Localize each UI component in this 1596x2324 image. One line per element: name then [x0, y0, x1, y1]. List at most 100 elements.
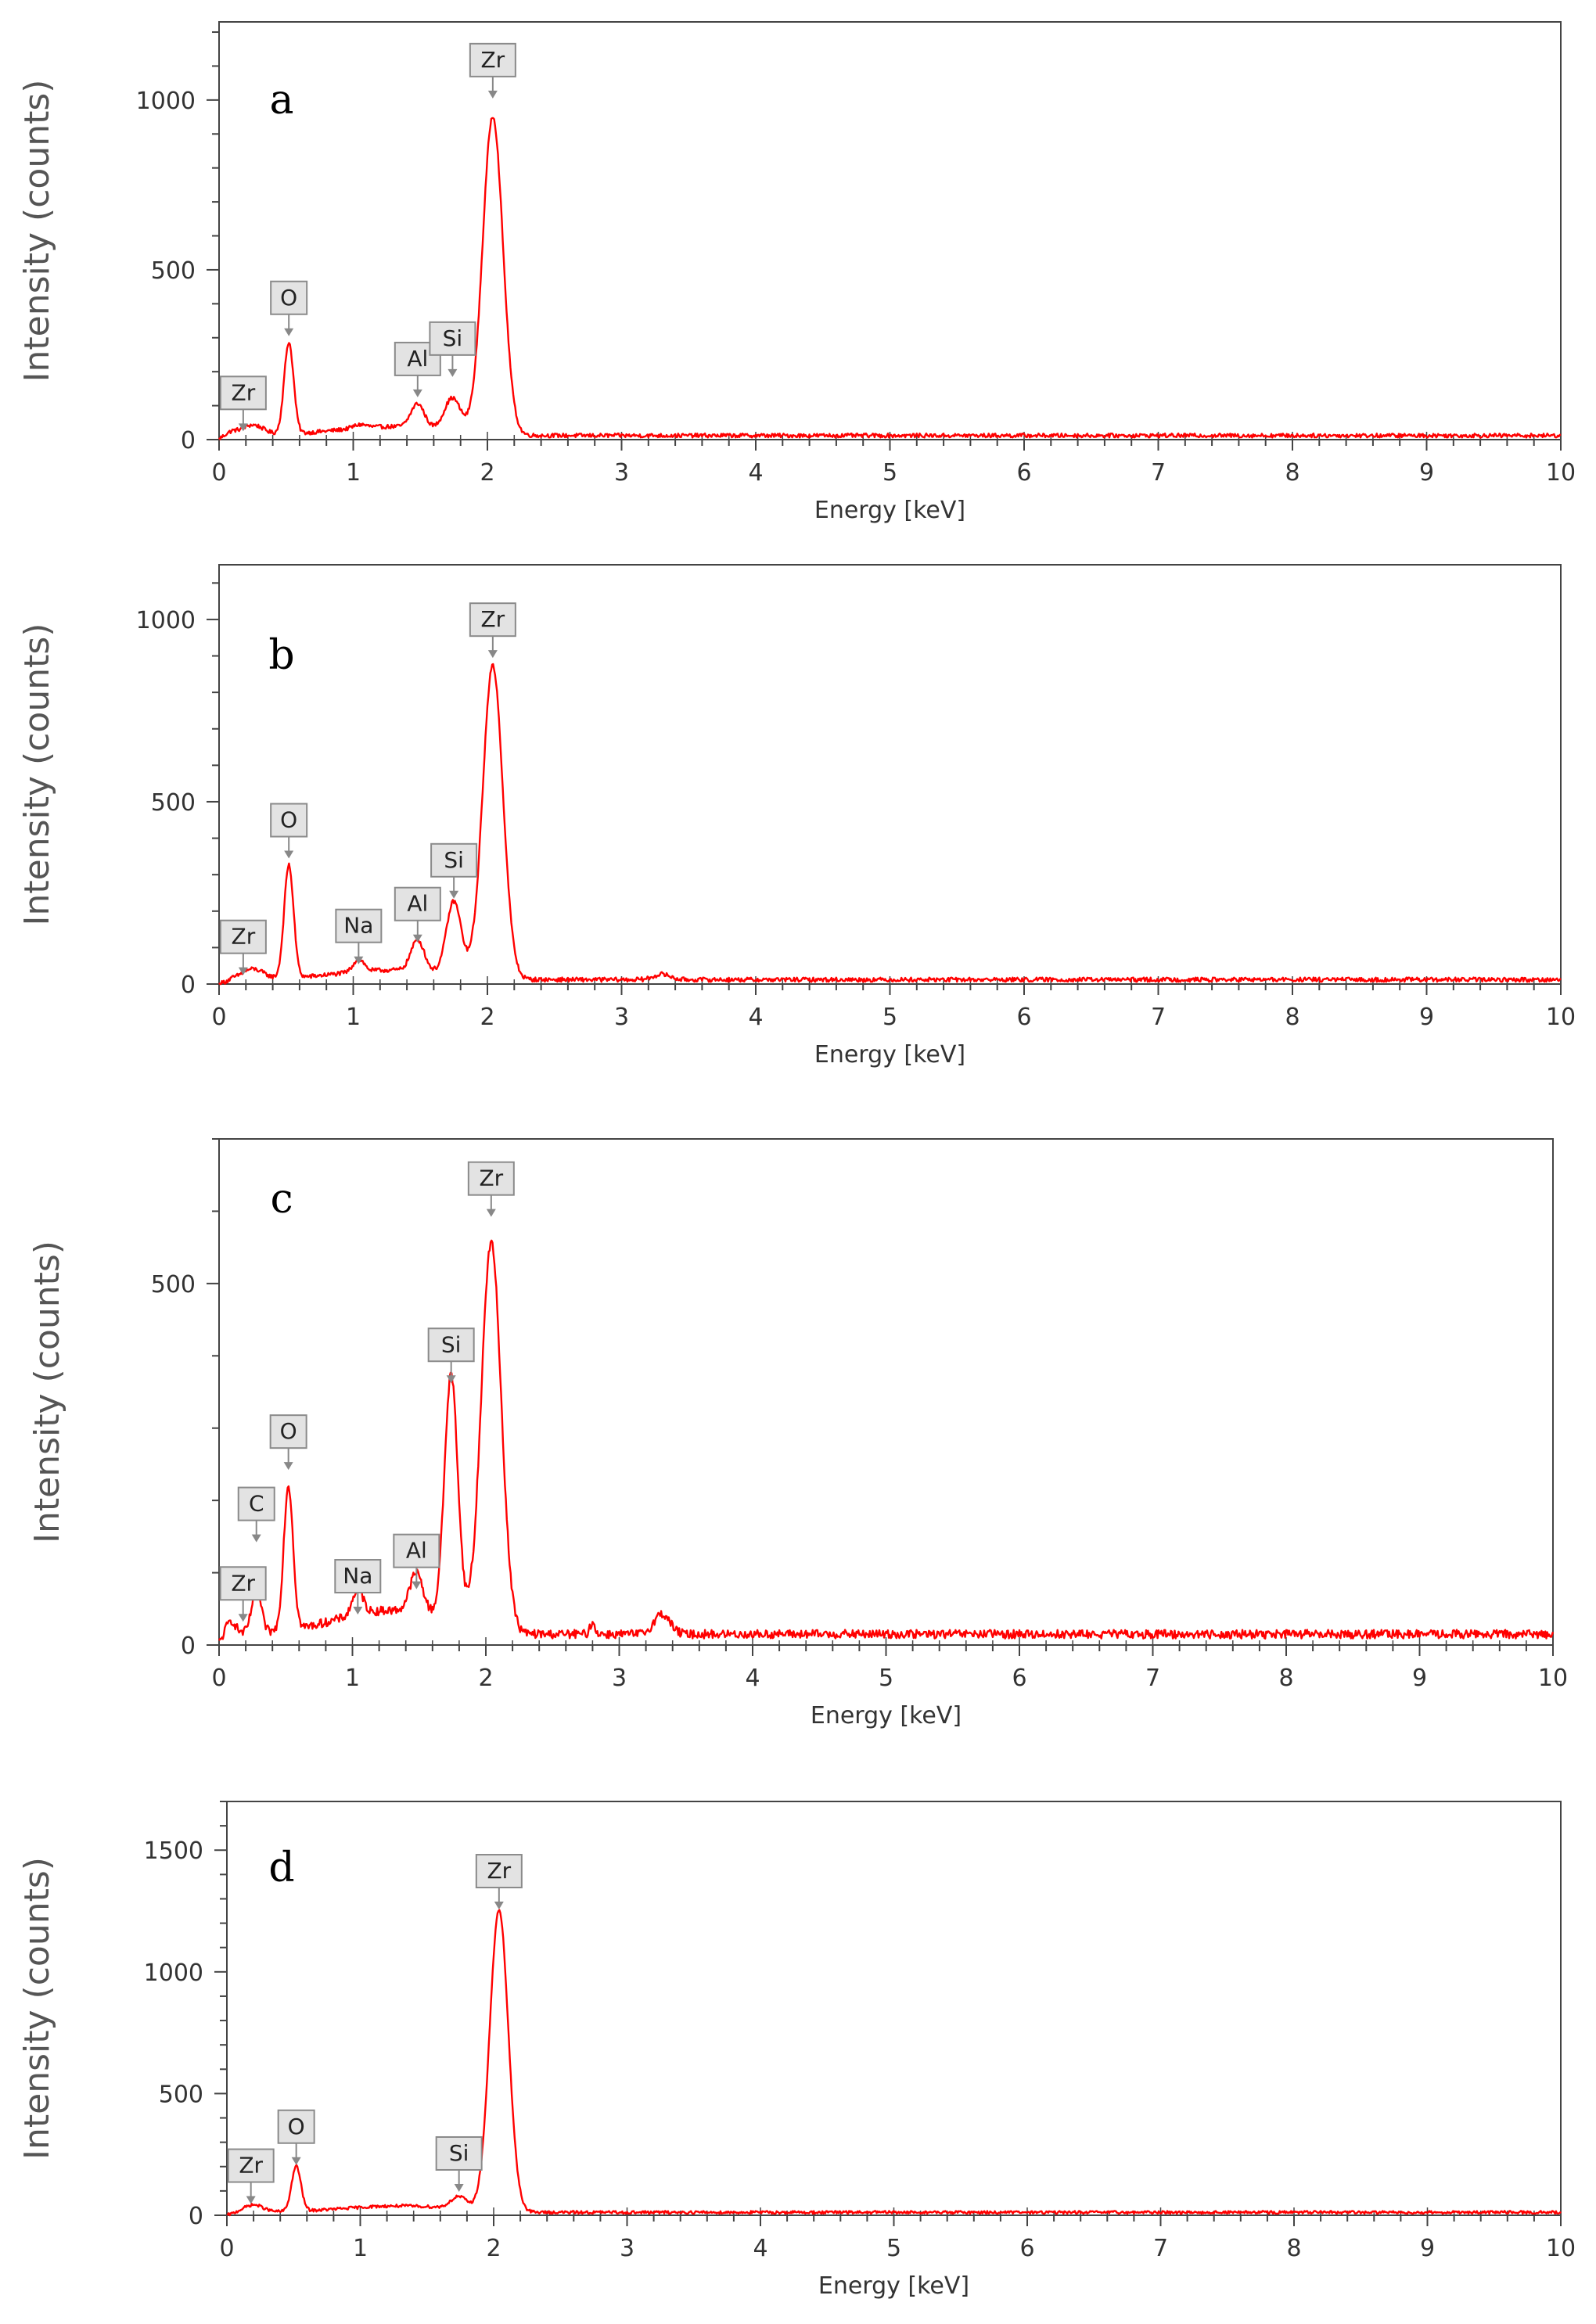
- x-tick-label: 9: [1419, 1004, 1434, 1031]
- peak-label-text: Al: [407, 891, 428, 917]
- peak-label-text: O: [280, 1418, 297, 1444]
- peak-label-zr: Zr: [219, 919, 267, 975]
- x-tick-label: 4: [753, 2235, 767, 2262]
- peak-label-text: C: [249, 1491, 264, 1517]
- spectrum-line: [226, 1909, 1562, 2217]
- peak-label-zr: Zr: [469, 602, 516, 659]
- peak-label-text: Si: [449, 2140, 469, 2166]
- x-tick-label: 4: [745, 1665, 760, 1692]
- peak-label-al: Al: [393, 1533, 440, 1589]
- x-tick-label: 5: [882, 459, 897, 487]
- x-tick-label: 0: [211, 459, 226, 487]
- peak-label-box: [394, 886, 441, 921]
- peak-label-box: [475, 1854, 523, 1889]
- peak-label-si: Si: [429, 321, 476, 377]
- peak-label-pointer: [246, 2196, 256, 2204]
- peak-label-box: [237, 1486, 275, 1521]
- peak-label-text: Zr: [232, 924, 256, 950]
- peak-label-box: [427, 1327, 475, 1363]
- x-tick-label: 6: [1012, 1665, 1026, 1692]
- peak-label-zr: Zr: [475, 1854, 523, 1910]
- peak-label-box: [393, 1533, 440, 1568]
- peak-label-o: O: [269, 1414, 307, 1471]
- x-tick-label: 6: [1016, 1004, 1031, 1031]
- panel-a: 0 1 2 3 4 5 6 7 8 9 10 0 500 1000 Energy [keV] Intensit…: [17, 21, 1576, 524]
- peak-label-text: Al: [407, 346, 428, 372]
- peak-label-pointer: [238, 967, 248, 975]
- peak-label-text: O: [280, 285, 297, 311]
- peak-label-pointer: [449, 890, 459, 899]
- peak-label-text: Zr: [231, 1570, 255, 1596]
- peak-label-pointer: [354, 956, 364, 964]
- x-tick-label: 3: [614, 459, 629, 487]
- x-tick-label: 6: [1016, 459, 1031, 487]
- x-tick-label: 1: [345, 1665, 360, 1692]
- x-tick-label: 7: [1151, 459, 1166, 487]
- x-tick-label: 1: [346, 1004, 361, 1031]
- y-axis-label: Intensity (counts): [27, 1241, 67, 1543]
- y-tick-label: 500: [151, 257, 196, 285]
- peak-label-pointer: [412, 1581, 422, 1589]
- peak-label-text: Al: [406, 1538, 427, 1564]
- x-axis-label: Energy [keV]: [814, 1041, 965, 1069]
- peak-label-o: O: [277, 2109, 315, 2165]
- peak-label-na: Na: [335, 908, 383, 964]
- x-tick-label: 10: [1546, 459, 1576, 487]
- peak-label-box: [430, 842, 478, 878]
- x-tick-label: 1: [346, 459, 361, 487]
- spectrum-line: [218, 663, 1562, 986]
- peak-label-box: [334, 1559, 382, 1594]
- peak-label-na: Na: [334, 1559, 382, 1615]
- x-tick-label: 2: [478, 1665, 493, 1692]
- x-tick-label: 5: [882, 1004, 897, 1031]
- peak-label-box: [469, 42, 516, 77]
- y-tick-label: 500: [151, 789, 196, 817]
- peak-label-text: Zr: [487, 1858, 511, 1884]
- y-tick-label: 1000: [136, 607, 196, 634]
- peak-label-zr: Zr: [219, 375, 267, 432]
- peak-label-text: Si: [444, 847, 464, 873]
- x-tick-label: 10: [1546, 2235, 1576, 2262]
- x-tick-label: 7: [1153, 2235, 1168, 2262]
- peak-label-pointer: [486, 1209, 496, 1217]
- peak-label-pointer: [446, 1375, 456, 1384]
- panel-d: 0 1 2 3 4 5 6 7 8 9 10 0 500 1000 1500 Energy [keV] Inte…: [17, 1801, 1576, 2300]
- x-tick-label: 3: [620, 2235, 634, 2262]
- peak-label-box: [469, 602, 516, 638]
- spectrum-line: [217, 1239, 1555, 1641]
- x-tick-label: 1: [353, 2235, 368, 2262]
- y-tick-label: 1000: [136, 88, 196, 115]
- peak-label-pointer: [291, 2157, 301, 2165]
- x-axis-label: Energy [keV]: [814, 497, 965, 524]
- peak-label-c: C: [237, 1486, 275, 1543]
- peak-label-pointer: [238, 1614, 248, 1622]
- x-tick-label: 7: [1151, 1004, 1166, 1031]
- peak-label-box: [429, 321, 476, 356]
- peak-label-pointer: [238, 423, 248, 432]
- peak-label-text: Si: [441, 1331, 462, 1357]
- peak-label-o: O: [270, 803, 308, 859]
- peak-label-si: Si: [427, 1327, 475, 1384]
- panel-c: 0 1 2 3 4 5 6 7 8 9 10 0 500 Energy [keV] Intensity (c…: [27, 1138, 1568, 1730]
- peak-label-text: Zr: [232, 379, 256, 405]
- x-tick-label: 8: [1285, 1004, 1299, 1031]
- peak-label-pointer: [448, 368, 458, 377]
- x-tick-label: 9: [1420, 2235, 1435, 2262]
- spectrum-line: [217, 117, 1562, 440]
- peak-label-text: Na: [343, 1563, 372, 1589]
- x-tick-label: 2: [480, 459, 494, 487]
- peak-label-pointer: [412, 934, 422, 943]
- peak-label-si: Si: [435, 2135, 483, 2192]
- y-tick-label: 0: [189, 2203, 203, 2230]
- peak-label-pointer: [412, 389, 422, 397]
- peak-label-zr: Zr: [219, 1566, 267, 1622]
- peak-label-pointer: [487, 650, 498, 659]
- peak-label-box: [277, 2109, 315, 2144]
- peak-label-zr: Zr: [227, 2148, 275, 2204]
- x-tick-label: 0: [211, 1665, 226, 1692]
- peak-label-pointer: [353, 1607, 363, 1615]
- x-tick-label: 6: [1019, 2235, 1034, 2262]
- peak-label-text: Zr: [481, 606, 505, 632]
- x-tick-label: 8: [1285, 459, 1299, 487]
